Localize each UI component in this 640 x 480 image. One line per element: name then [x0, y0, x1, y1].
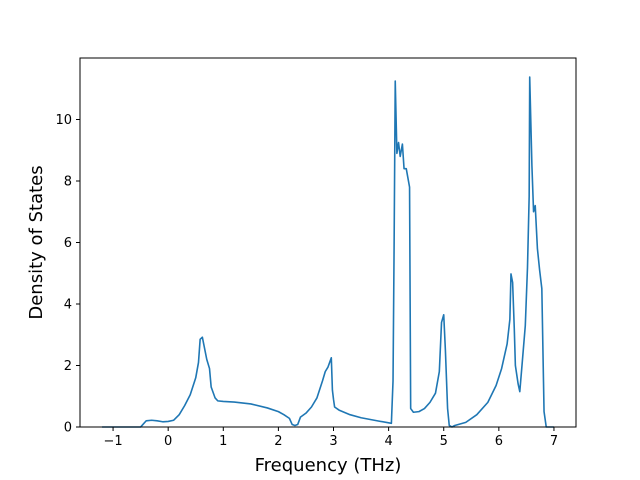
y-tick-label: 10: [55, 113, 72, 128]
plot-frame: [79, 57, 577, 428]
x-tick-label: 1: [219, 434, 227, 449]
x-tick-label: −1: [103, 434, 122, 449]
x-tick-label: 5: [440, 434, 448, 449]
y-axis-label: Density of States: [26, 165, 47, 319]
y-tick-label: 0: [64, 421, 72, 436]
x-tick-label: 3: [329, 434, 337, 449]
y-tick-label: 4: [64, 298, 72, 313]
x-tick-label: 4: [384, 434, 392, 449]
y-tick-label: 6: [64, 236, 72, 251]
x-tick-label: 6: [495, 434, 503, 449]
x-tick-label: 0: [164, 434, 172, 449]
plot-area: [80, 58, 576, 427]
x-axis-ticks: −1 0 1 2 3 4 5 6 7: [103, 427, 558, 449]
series-layer: [102, 76, 554, 428]
x-tick-label: 2: [274, 434, 282, 449]
dos-series-line: [102, 76, 554, 428]
x-axis-label: Frequency (THz): [255, 455, 402, 476]
x-tick-label: 7: [550, 434, 558, 449]
y-tick-label: 2: [64, 359, 72, 374]
y-axis-ticks: 0 2 4 6 8 10: [55, 113, 80, 436]
y-tick-label: 8: [64, 175, 72, 190]
